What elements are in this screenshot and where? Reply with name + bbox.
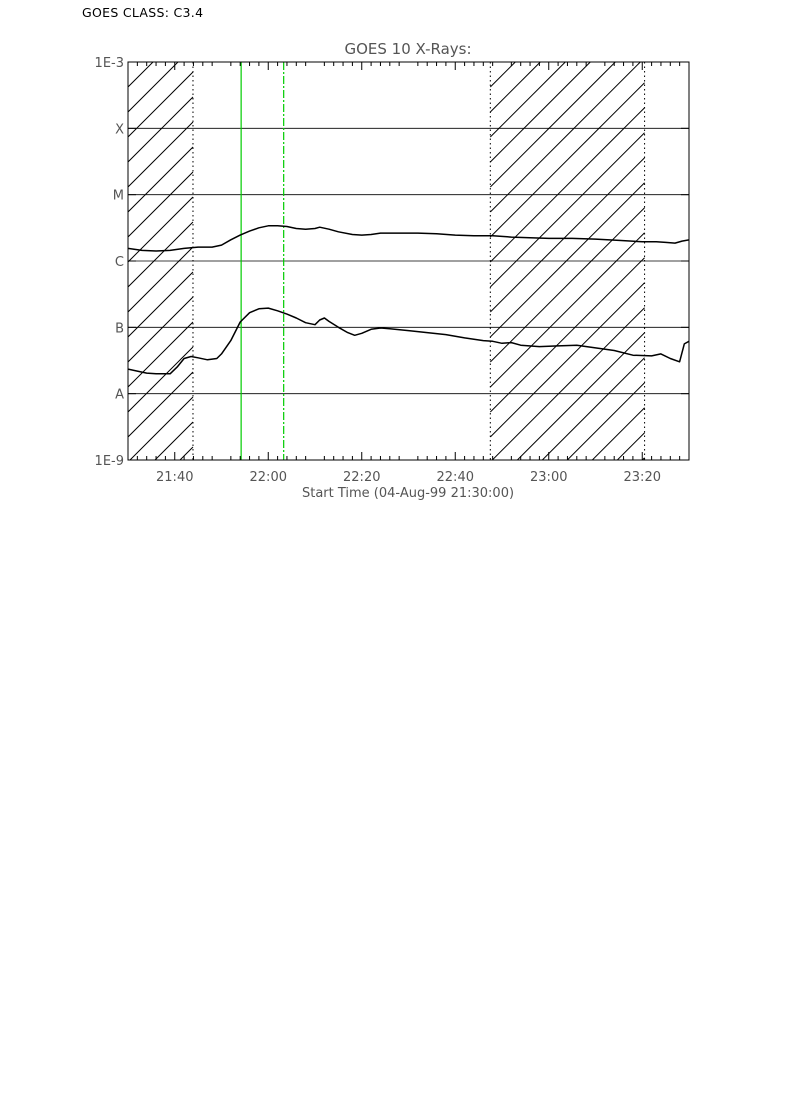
hatch-line xyxy=(489,182,645,338)
hatch-line xyxy=(489,62,541,113)
hatch-line xyxy=(128,62,154,88)
flux-series xyxy=(128,225,689,375)
x-tick-label: 23:00 xyxy=(530,470,567,485)
hatch-line xyxy=(154,421,194,460)
y-tick-label: C xyxy=(115,255,124,270)
hatch-line xyxy=(489,62,591,163)
x-tick-label: 23:20 xyxy=(624,470,661,485)
hatch-line xyxy=(489,82,645,238)
hatch-line xyxy=(128,321,194,388)
hatch-line xyxy=(489,62,641,213)
hatch-line xyxy=(128,96,194,163)
hatch-line xyxy=(179,446,194,460)
y-tick-label: 1E-3 xyxy=(95,56,124,71)
hatch-line xyxy=(128,296,194,363)
y-tick-label: B xyxy=(115,321,124,336)
grid-lines xyxy=(128,127,689,395)
hatch-line xyxy=(128,346,194,413)
hatch-line xyxy=(491,307,645,460)
hatch-line xyxy=(128,62,179,113)
hatched-regions xyxy=(128,62,645,460)
hatch-line xyxy=(591,407,645,460)
hatch-line xyxy=(489,207,645,363)
y-tick-label: A xyxy=(115,388,124,403)
hatch-line xyxy=(128,121,194,188)
hatch-line xyxy=(489,232,645,388)
y-tick-label: X xyxy=(115,122,124,137)
x-axis-labels: 21:40 22:00 22:20 22:40 23:00 23:20 xyxy=(156,470,661,485)
hatch-line xyxy=(129,396,194,460)
vertical-markers xyxy=(192,62,646,460)
hatch-line xyxy=(128,371,194,438)
hatch-line xyxy=(489,62,616,188)
hatch-line xyxy=(128,146,194,213)
hatch-line xyxy=(516,332,645,460)
hatch-line xyxy=(128,171,194,238)
hatch-line xyxy=(489,107,645,263)
chart-title: GOES 10 X-Rays: xyxy=(344,40,471,58)
x-tick-label: 22:00 xyxy=(250,470,287,485)
hatch-line xyxy=(489,282,645,438)
axis-ticks xyxy=(128,61,689,461)
flux-series-2 xyxy=(128,307,689,375)
hatch-line xyxy=(128,196,194,263)
flux-series-1 xyxy=(128,225,689,252)
y-tick-label: M xyxy=(113,189,124,204)
hatched-region-1 xyxy=(128,62,194,460)
x-axis-title: Start Time (04-Aug-99 21:30:00) xyxy=(302,486,514,501)
y-tick-label: 1E-9 xyxy=(95,454,124,469)
hatched-region-2 xyxy=(489,62,645,460)
hatch-line xyxy=(489,157,645,313)
goes-class-label: GOES CLASS: C3.4 xyxy=(82,5,204,20)
hatch-line xyxy=(489,62,566,138)
hatch-line xyxy=(489,132,645,288)
hatch-line xyxy=(128,246,194,313)
hatch-line xyxy=(489,257,645,413)
hatch-line xyxy=(566,382,645,460)
x-tick-label: 21:40 xyxy=(156,470,193,485)
x-tick-label: 22:20 xyxy=(343,470,380,485)
hatch-line xyxy=(489,62,516,88)
x-tick-label: 22:40 xyxy=(437,470,474,485)
hatch-line xyxy=(128,271,194,338)
goes-xray-chart: GOES 10 X-Rays: 1E-9 A B C M X 1E-3 21:40 22:00… xyxy=(95,40,690,501)
hatch-line xyxy=(128,221,194,288)
hatch-line xyxy=(128,71,194,138)
hatch-line xyxy=(616,432,645,460)
y-axis-labels: 1E-9 A B C M X 1E-3 xyxy=(95,56,125,469)
hatch-line xyxy=(541,357,645,460)
